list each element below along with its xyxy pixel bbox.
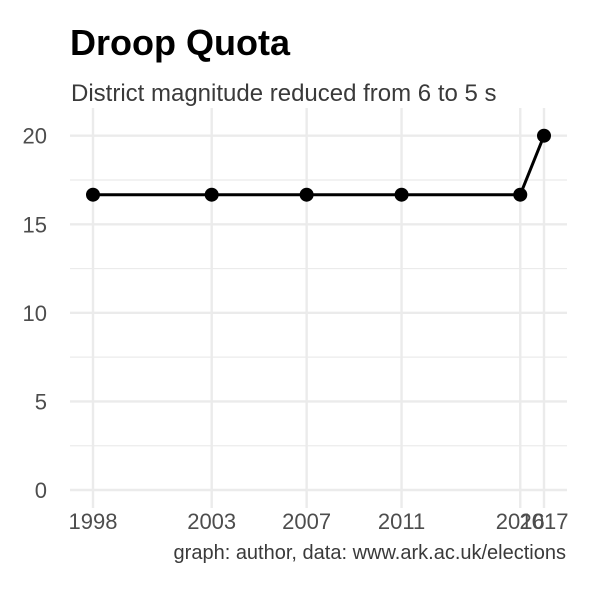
data-point — [299, 187, 314, 202]
chart-subtitle: District magnitude reduced from 6 to 5 s — [71, 80, 497, 107]
y-tick-label: 15 — [23, 212, 47, 237]
series-layer — [86, 128, 551, 202]
data-point — [204, 187, 219, 202]
series-line — [93, 135, 546, 197]
chart-title: Droop Quota — [70, 22, 290, 63]
x-tick-label: 2016 — [496, 509, 545, 534]
y-tick-label: 20 — [23, 124, 47, 149]
grid-layer — [70, 108, 567, 508]
y-tick-label: 10 — [23, 301, 47, 326]
data-point — [513, 187, 528, 202]
data-point — [86, 187, 100, 202]
x-tick-label: 2007 — [282, 509, 331, 534]
chart-caption: graph: author, data: www.ark.ac.uk/elect… — [173, 542, 566, 564]
data-point — [537, 128, 551, 143]
y-tick-label: 5 — [35, 389, 47, 414]
x-tick-label: 1998 — [69, 509, 118, 534]
x-tick-label: 2011 — [378, 509, 425, 534]
data-point — [394, 187, 409, 202]
x-tick-label: 2017 — [520, 509, 569, 534]
y-tick-label: 0 — [35, 478, 47, 503]
x-tick-label: 2003 — [187, 509, 236, 534]
